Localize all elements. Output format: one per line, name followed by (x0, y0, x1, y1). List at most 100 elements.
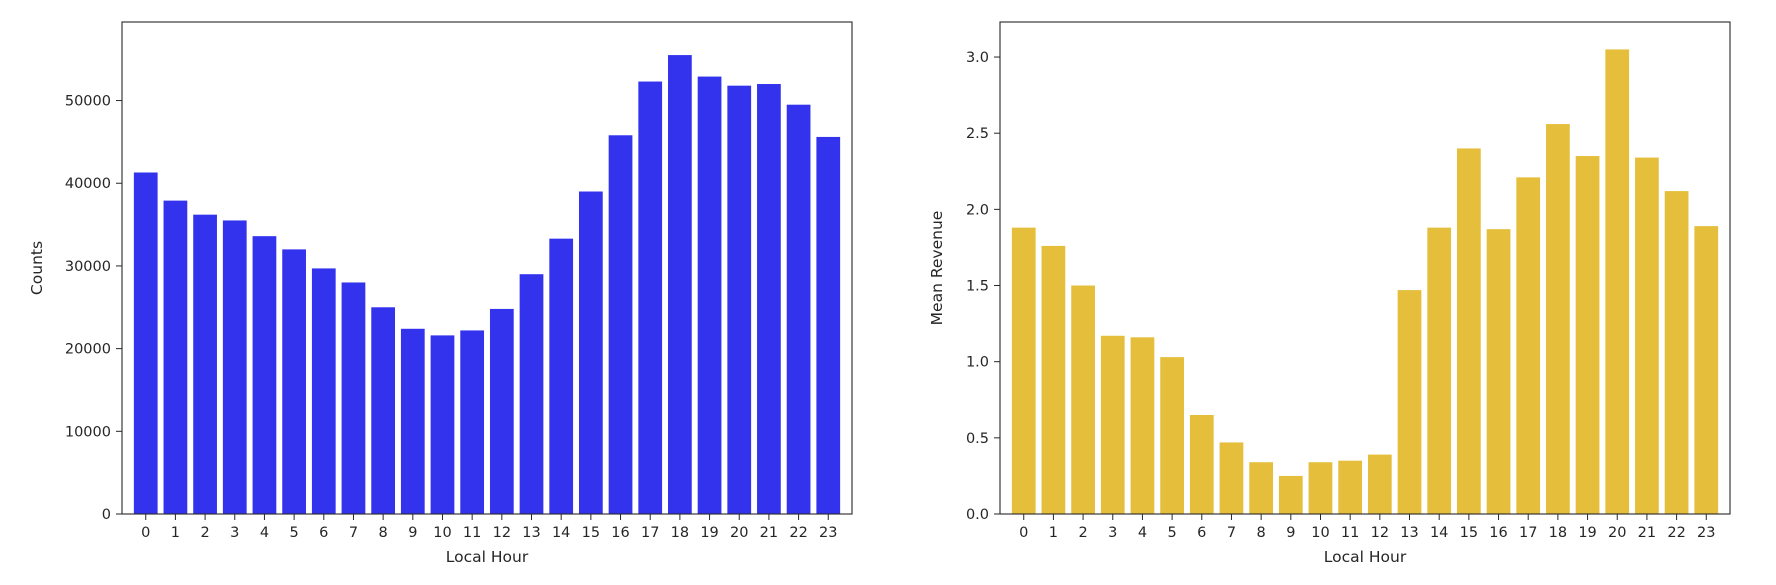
counts-bar-9 (400, 328, 425, 514)
mean-revenue-xtick-label-19: 19 (1578, 525, 1596, 541)
counts-bar-20 (727, 85, 752, 515)
mean-revenue-xtick-label-16: 16 (1489, 525, 1507, 541)
mean-revenue-xtick-label-23: 23 (1697, 525, 1715, 541)
mean-revenue-bar-15 (1456, 148, 1481, 514)
counts-xtick-label-0: 0 (141, 525, 150, 541)
mean-revenue-bar-21 (1635, 157, 1659, 514)
mean-revenue-bar-6 (1189, 414, 1214, 514)
counts-bar-15 (578, 191, 603, 514)
counts-bar-6 (311, 268, 336, 514)
counts-bar-21 (757, 84, 781, 515)
counts-ytick-label-3: 30000 (65, 259, 111, 275)
mean-revenue-ytick-label-1: 0.5 (966, 431, 989, 447)
mean-revenue-xlabel: Local Hour (1324, 548, 1407, 566)
counts-bar-10 (430, 335, 455, 514)
mean-revenue-xtick-label-4: 4 (1138, 525, 1147, 541)
mean-revenue-xtick-label-14: 14 (1430, 525, 1448, 541)
mean-revenue-ytick-label-4: 2.0 (966, 202, 989, 218)
counts-bar-22 (786, 104, 811, 514)
counts-xtick-label-13: 13 (522, 525, 540, 541)
counts-xtick-label-21: 21 (760, 525, 778, 541)
counts-bar-13 (519, 274, 544, 514)
counts-bar-8 (371, 307, 396, 514)
counts-xtick-label-22: 22 (789, 525, 807, 541)
counts-xtick-label-15: 15 (582, 525, 600, 541)
mean-revenue-xtick-label-11: 11 (1341, 525, 1359, 541)
mean-revenue-xtick-label-6: 6 (1197, 525, 1206, 541)
counts-xtick-label-19: 19 (700, 525, 718, 541)
counts-xtick-label-18: 18 (671, 525, 689, 541)
mean-revenue-xtick-label-22: 22 (1667, 525, 1685, 541)
mean-revenue-bar-13 (1397, 290, 1422, 514)
mean-revenue-xtick-label-12: 12 (1371, 525, 1389, 541)
mean-revenue-bar-2 (1071, 285, 1095, 514)
counts-xtick-label-8: 8 (379, 525, 388, 541)
mean-revenue-ytick-label-5: 2.5 (966, 126, 989, 142)
mean-revenue-bar-17 (1516, 177, 1541, 514)
counts-bar-18 (668, 55, 692, 514)
mean-revenue-xtick-label-17: 17 (1519, 525, 1537, 541)
counts-ytick-label-5: 50000 (65, 94, 111, 110)
mean-revenue-ytick-label-6: 3.0 (966, 50, 989, 66)
counts-ytick-label-4: 40000 (65, 176, 111, 192)
counts-xtick-label-12: 12 (493, 525, 511, 541)
counts-xtick-label-20: 20 (730, 525, 748, 541)
mean-revenue-bar-8 (1249, 462, 1274, 514)
mean-revenue-xtick-label-5: 5 (1167, 525, 1176, 541)
mean-revenue-chart: 0 1 2 3 4 5 6 7 8 9 10 11 12 13 14 15 16 17 18 19 20 21 22 230.… (928, 21, 1731, 566)
mean-revenue-xtick-label-15: 15 (1460, 525, 1478, 541)
mean-revenue-xtick-label-18: 18 (1549, 525, 1567, 541)
counts-xtick-label-11: 11 (463, 525, 481, 541)
mean-revenue-bar-4 (1130, 337, 1155, 514)
counts-xtick-label-16: 16 (611, 525, 629, 541)
mean-revenue-xtick-label-20: 20 (1608, 525, 1626, 541)
counts-ytick-label-0: 0 (102, 507, 111, 523)
mean-revenue-xtick-label-13: 13 (1400, 525, 1418, 541)
counts-ylabel: Counts (28, 241, 46, 295)
counts-bar-14 (549, 238, 574, 514)
mean-revenue-bar-14 (1427, 227, 1452, 514)
counts-chart: 0 1 2 3 4 5 6 7 8 9 10 11 12 13 14 15 16 17 18 19 20 21 22 2301… (28, 21, 853, 566)
mean-revenue-ytick-label-0: 0.0 (966, 507, 989, 523)
counts-xtick-label-10: 10 (433, 525, 451, 541)
counts-bar-23 (816, 136, 841, 514)
counts-xtick-label-17: 17 (641, 525, 659, 541)
counts-bar-11 (460, 330, 485, 514)
mean-revenue-bar-7 (1219, 442, 1244, 514)
counts-xtick-label-9: 9 (408, 525, 417, 541)
mean-revenue-xtick-label-3: 3 (1108, 525, 1117, 541)
mean-revenue-ytick-label-3: 1.5 (966, 279, 989, 295)
mean-revenue-bar-22 (1664, 191, 1689, 514)
counts-bar-12 (489, 308, 514, 514)
mean-revenue-bar-12 (1367, 454, 1392, 514)
counts-axes-frame (121, 21, 853, 515)
counts-xtick-label-1: 1 (171, 525, 180, 541)
mean-revenue-bar-5 (1160, 357, 1184, 514)
mean-revenue-bar-19 (1575, 156, 1600, 515)
mean-revenue-xtick-label-2: 2 (1078, 525, 1087, 541)
counts-bar-5 (282, 249, 306, 514)
mean-revenue-ytick-label-2: 1.0 (966, 355, 989, 371)
mean-revenue-bar-10 (1308, 462, 1333, 514)
counts-bar-3 (222, 220, 247, 514)
counts-xtick-label-7: 7 (349, 525, 358, 541)
mean-revenue-xtick-label-1: 1 (1049, 525, 1058, 541)
mean-revenue-bar-0 (1011, 227, 1036, 514)
mean-revenue-bar-23 (1694, 226, 1719, 515)
counts-xtick-label-6: 6 (319, 525, 328, 541)
counts-bar-2 (193, 214, 217, 515)
mean-revenue-xtick-label-7: 7 (1227, 525, 1236, 541)
counts-ytick-label-1: 10000 (65, 424, 111, 440)
counts-bar-16 (608, 135, 633, 514)
mean-revenue-bar-11 (1338, 460, 1363, 514)
counts-xtick-label-5: 5 (289, 525, 298, 541)
counts-bar-19 (697, 76, 722, 514)
mean-revenue-xtick-label-9: 9 (1286, 525, 1295, 541)
mean-revenue-ylabel: Mean Revenue (928, 211, 946, 326)
mean-revenue-xtick-label-10: 10 (1311, 525, 1329, 541)
counts-xtick-label-3: 3 (230, 525, 239, 541)
counts-ytick-label-2: 20000 (65, 342, 111, 358)
counts-bar-17 (638, 81, 663, 514)
